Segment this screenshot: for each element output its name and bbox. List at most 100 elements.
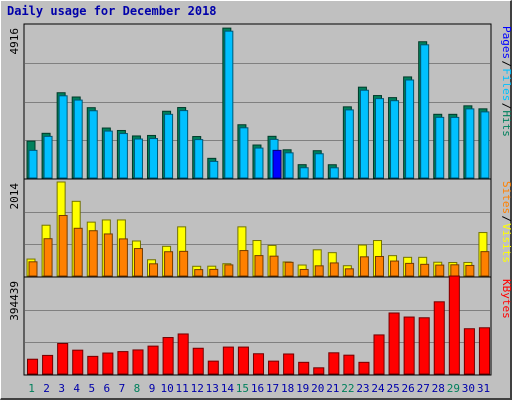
x-tick-label-day-23: 23 [356, 382, 369, 395]
x-tick-label-day-29: 29 [447, 382, 460, 395]
bar-files-day-21 [329, 167, 339, 179]
bar-sites-day-7 [118, 238, 128, 277]
legend-sites: Sites [500, 181, 512, 214]
x-tick-label-day-15: 15 [236, 382, 249, 395]
x-tick-label-day-3: 3 [58, 382, 65, 395]
x-tick-label-day-1: 1 [28, 382, 35, 395]
bar-sites-day-1 [28, 261, 38, 277]
bar-kbytes-day-28 [433, 301, 445, 375]
bar-sites-day-14 [224, 264, 234, 277]
panel-2-ymax-label: 2014 [8, 183, 21, 210]
bar-files-day-31 [480, 111, 490, 179]
legend-separator: / [500, 61, 512, 68]
bar-kbytes-day-16 [252, 353, 265, 375]
bar-pages-day-17 [272, 149, 282, 179]
bar-kbytes-day-10 [162, 337, 174, 375]
x-tick-label-day-16: 16 [251, 382, 264, 395]
bar-kbytes-day-27 [418, 317, 430, 375]
bar-sites-day-26 [405, 262, 415, 277]
legend-kbytes: KBytes [500, 279, 512, 319]
bar-sites-day-22 [344, 268, 354, 277]
bar-files-day-22 [344, 109, 354, 179]
legend-separator: / [500, 103, 512, 110]
bar-kbytes-day-7 [117, 351, 129, 375]
x-tick-label-day-27: 27 [417, 382, 430, 395]
bar-sites-day-10 [164, 251, 174, 277]
bar-files-day-7 [118, 133, 128, 179]
bar-files-day-18 [284, 152, 294, 179]
bar-sites-day-29 [450, 264, 460, 277]
bar-kbytes-day-30 [463, 328, 475, 375]
bar-kbytes-day-22 [343, 354, 355, 375]
bar-sites-day-24 [374, 255, 384, 277]
bar-sites-day-3 [58, 215, 68, 277]
panel-3-ymax-label: 394439 [8, 281, 21, 321]
bar-sites-day-13 [209, 268, 219, 277]
bar-sites-day-30 [465, 264, 475, 277]
bar-sites-day-15 [239, 250, 249, 277]
x-tick-label-day-14: 14 [221, 382, 235, 395]
bar-sites-day-21 [329, 262, 339, 277]
bar-files-day-12 [194, 139, 204, 179]
bar-files-day-26 [405, 79, 415, 179]
bar-kbytes-day-9 [147, 345, 159, 375]
bar-kbytes-day-25 [388, 312, 400, 375]
x-tick-label-day-9: 9 [149, 382, 156, 395]
bar-files-day-27 [420, 44, 430, 179]
x-tick-label-day-26: 26 [402, 382, 415, 395]
chart-title: Daily usage for December 2018 [7, 4, 217, 18]
x-tick-label-day-7: 7 [119, 382, 126, 395]
legend-visits: Visits [500, 223, 512, 263]
x-tick-label-day-28: 28 [432, 382, 445, 395]
bar-kbytes-day-5 [87, 355, 99, 375]
legend-pages: Pages [500, 26, 512, 59]
bar-files-day-4 [73, 99, 83, 179]
x-tick-label-day-24: 24 [371, 382, 385, 395]
x-tick-label-day-18: 18 [281, 382, 294, 395]
panel-3-legend: KBytes [500, 279, 512, 319]
bar-files-day-23 [359, 89, 369, 179]
panel-2-legend: Sites /Visits [500, 181, 512, 263]
legend-files: Files [500, 68, 512, 101]
bar-kbytes-day-11 [177, 333, 189, 375]
bar-files-day-16 [254, 147, 264, 179]
x-tick-label-day-11: 11 [176, 382, 189, 395]
bar-kbytes-day-29 [448, 275, 460, 375]
bar-sites-day-23 [359, 256, 369, 277]
bar-sites-day-17 [269, 255, 279, 277]
bar-files-day-6 [103, 130, 113, 179]
panel-1-legend: Pages/Files/Hits [500, 26, 512, 137]
bar-kbytes-day-15 [237, 346, 249, 375]
x-tick-label-day-21: 21 [326, 382, 339, 395]
bar-files-day-9 [149, 138, 159, 179]
bar-kbytes-day-19 [298, 361, 310, 375]
x-tick-label-day-17: 17 [266, 382, 279, 395]
bar-kbytes-day-3 [57, 342, 69, 375]
x-tick-label-day-20: 20 [311, 382, 324, 395]
bar-files-day-11 [179, 110, 189, 179]
bar-files-day-19 [299, 167, 309, 179]
legend-hits: Hits [500, 110, 512, 136]
panel-1-ymax-label: 4916 [8, 28, 21, 55]
bar-kbytes-day-13 [207, 360, 219, 375]
bar-kbytes-day-18 [283, 353, 295, 375]
x-tick-label-day-8: 8 [134, 382, 141, 395]
bar-files-day-1 [28, 149, 38, 179]
bar-sites-day-25 [390, 260, 400, 277]
x-tick-label-day-25: 25 [386, 382, 399, 395]
bar-sites-day-8 [133, 248, 143, 277]
bar-sites-day-4 [73, 227, 83, 277]
bar-files-day-2 [43, 135, 53, 179]
bar-sites-day-12 [194, 269, 204, 277]
x-tick-label-day-2: 2 [43, 382, 50, 395]
x-tick-label-day-10: 10 [160, 382, 173, 395]
bar-sites-day-27 [420, 263, 430, 277]
bar-kbytes-day-21 [328, 352, 340, 375]
bar-kbytes-day-6 [102, 352, 114, 375]
bar-kbytes-day-14 [222, 346, 234, 375]
x-tick-label-day-5: 5 [88, 382, 95, 395]
bar-files-day-30 [465, 108, 475, 179]
bar-sites-day-5 [88, 230, 98, 277]
bar-files-day-13 [209, 160, 219, 179]
x-tick-label-day-12: 12 [191, 382, 204, 395]
